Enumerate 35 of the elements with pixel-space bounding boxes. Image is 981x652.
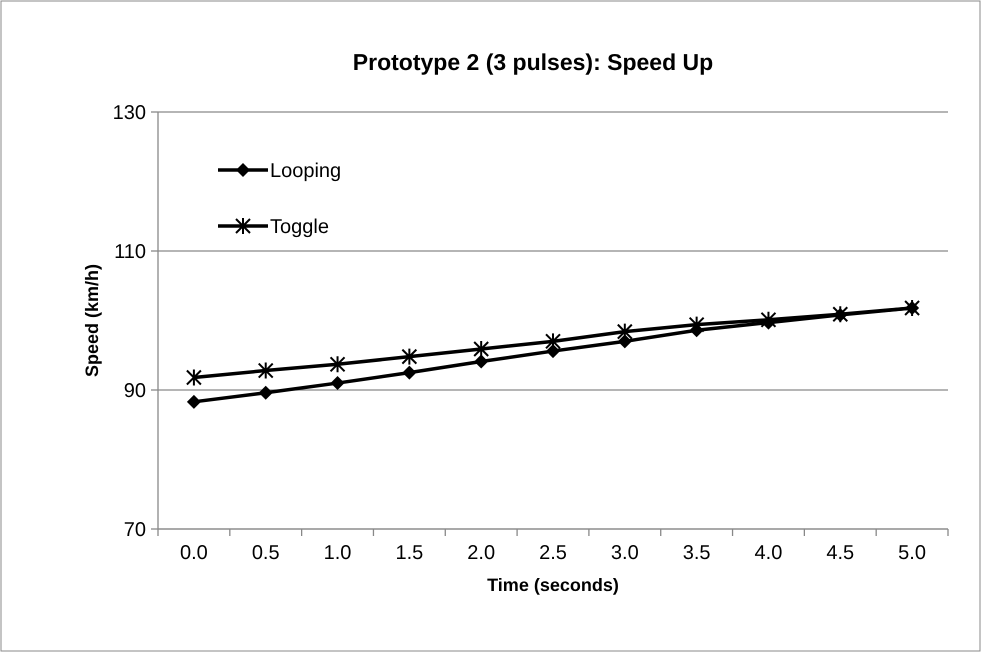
y-tick-label: 110 [114, 241, 146, 263]
point [618, 334, 632, 348]
x-tick-label: 5.0 [898, 542, 926, 564]
y-tick-label: 130 [112, 102, 146, 124]
x-tick-label: 4.0 [754, 542, 782, 564]
x-tick-label: 0.0 [180, 542, 208, 564]
point [616, 322, 633, 341]
point [401, 348, 418, 366]
x-tick-label: 1.0 [324, 542, 352, 564]
point [474, 354, 488, 369]
point [330, 355, 346, 374]
chart-title: Prototype 2 (3 pulses): Speed Up [352, 49, 714, 75]
legend-label: Toggle [270, 216, 329, 238]
y-axis-title: Speed (km/h) [82, 264, 102, 378]
legend-label: Looping [270, 160, 342, 182]
point [402, 366, 416, 380]
point [473, 340, 490, 358]
point [258, 362, 274, 380]
point [186, 394, 201, 409]
y-tick-label: 90 [124, 380, 146, 402]
y-tick-label: 70 [124, 519, 146, 541]
point [330, 376, 345, 390]
x-tick-label: 4.5 [826, 542, 854, 564]
point [258, 386, 273, 400]
point [688, 316, 705, 334]
x-tick-label: 3.0 [610, 542, 639, 564]
point [545, 332, 561, 350]
point [760, 310, 776, 329]
x-tick-label: 2.5 [539, 542, 567, 564]
point [186, 368, 202, 386]
x-tick-label: 2.0 [467, 542, 496, 564]
x-tick-label: 3.5 [682, 542, 711, 564]
x-tick-label: 1.5 [395, 542, 424, 564]
x-axis-title: Time (seconds) [487, 575, 619, 595]
x-tick-label: 0.5 [252, 542, 280, 564]
